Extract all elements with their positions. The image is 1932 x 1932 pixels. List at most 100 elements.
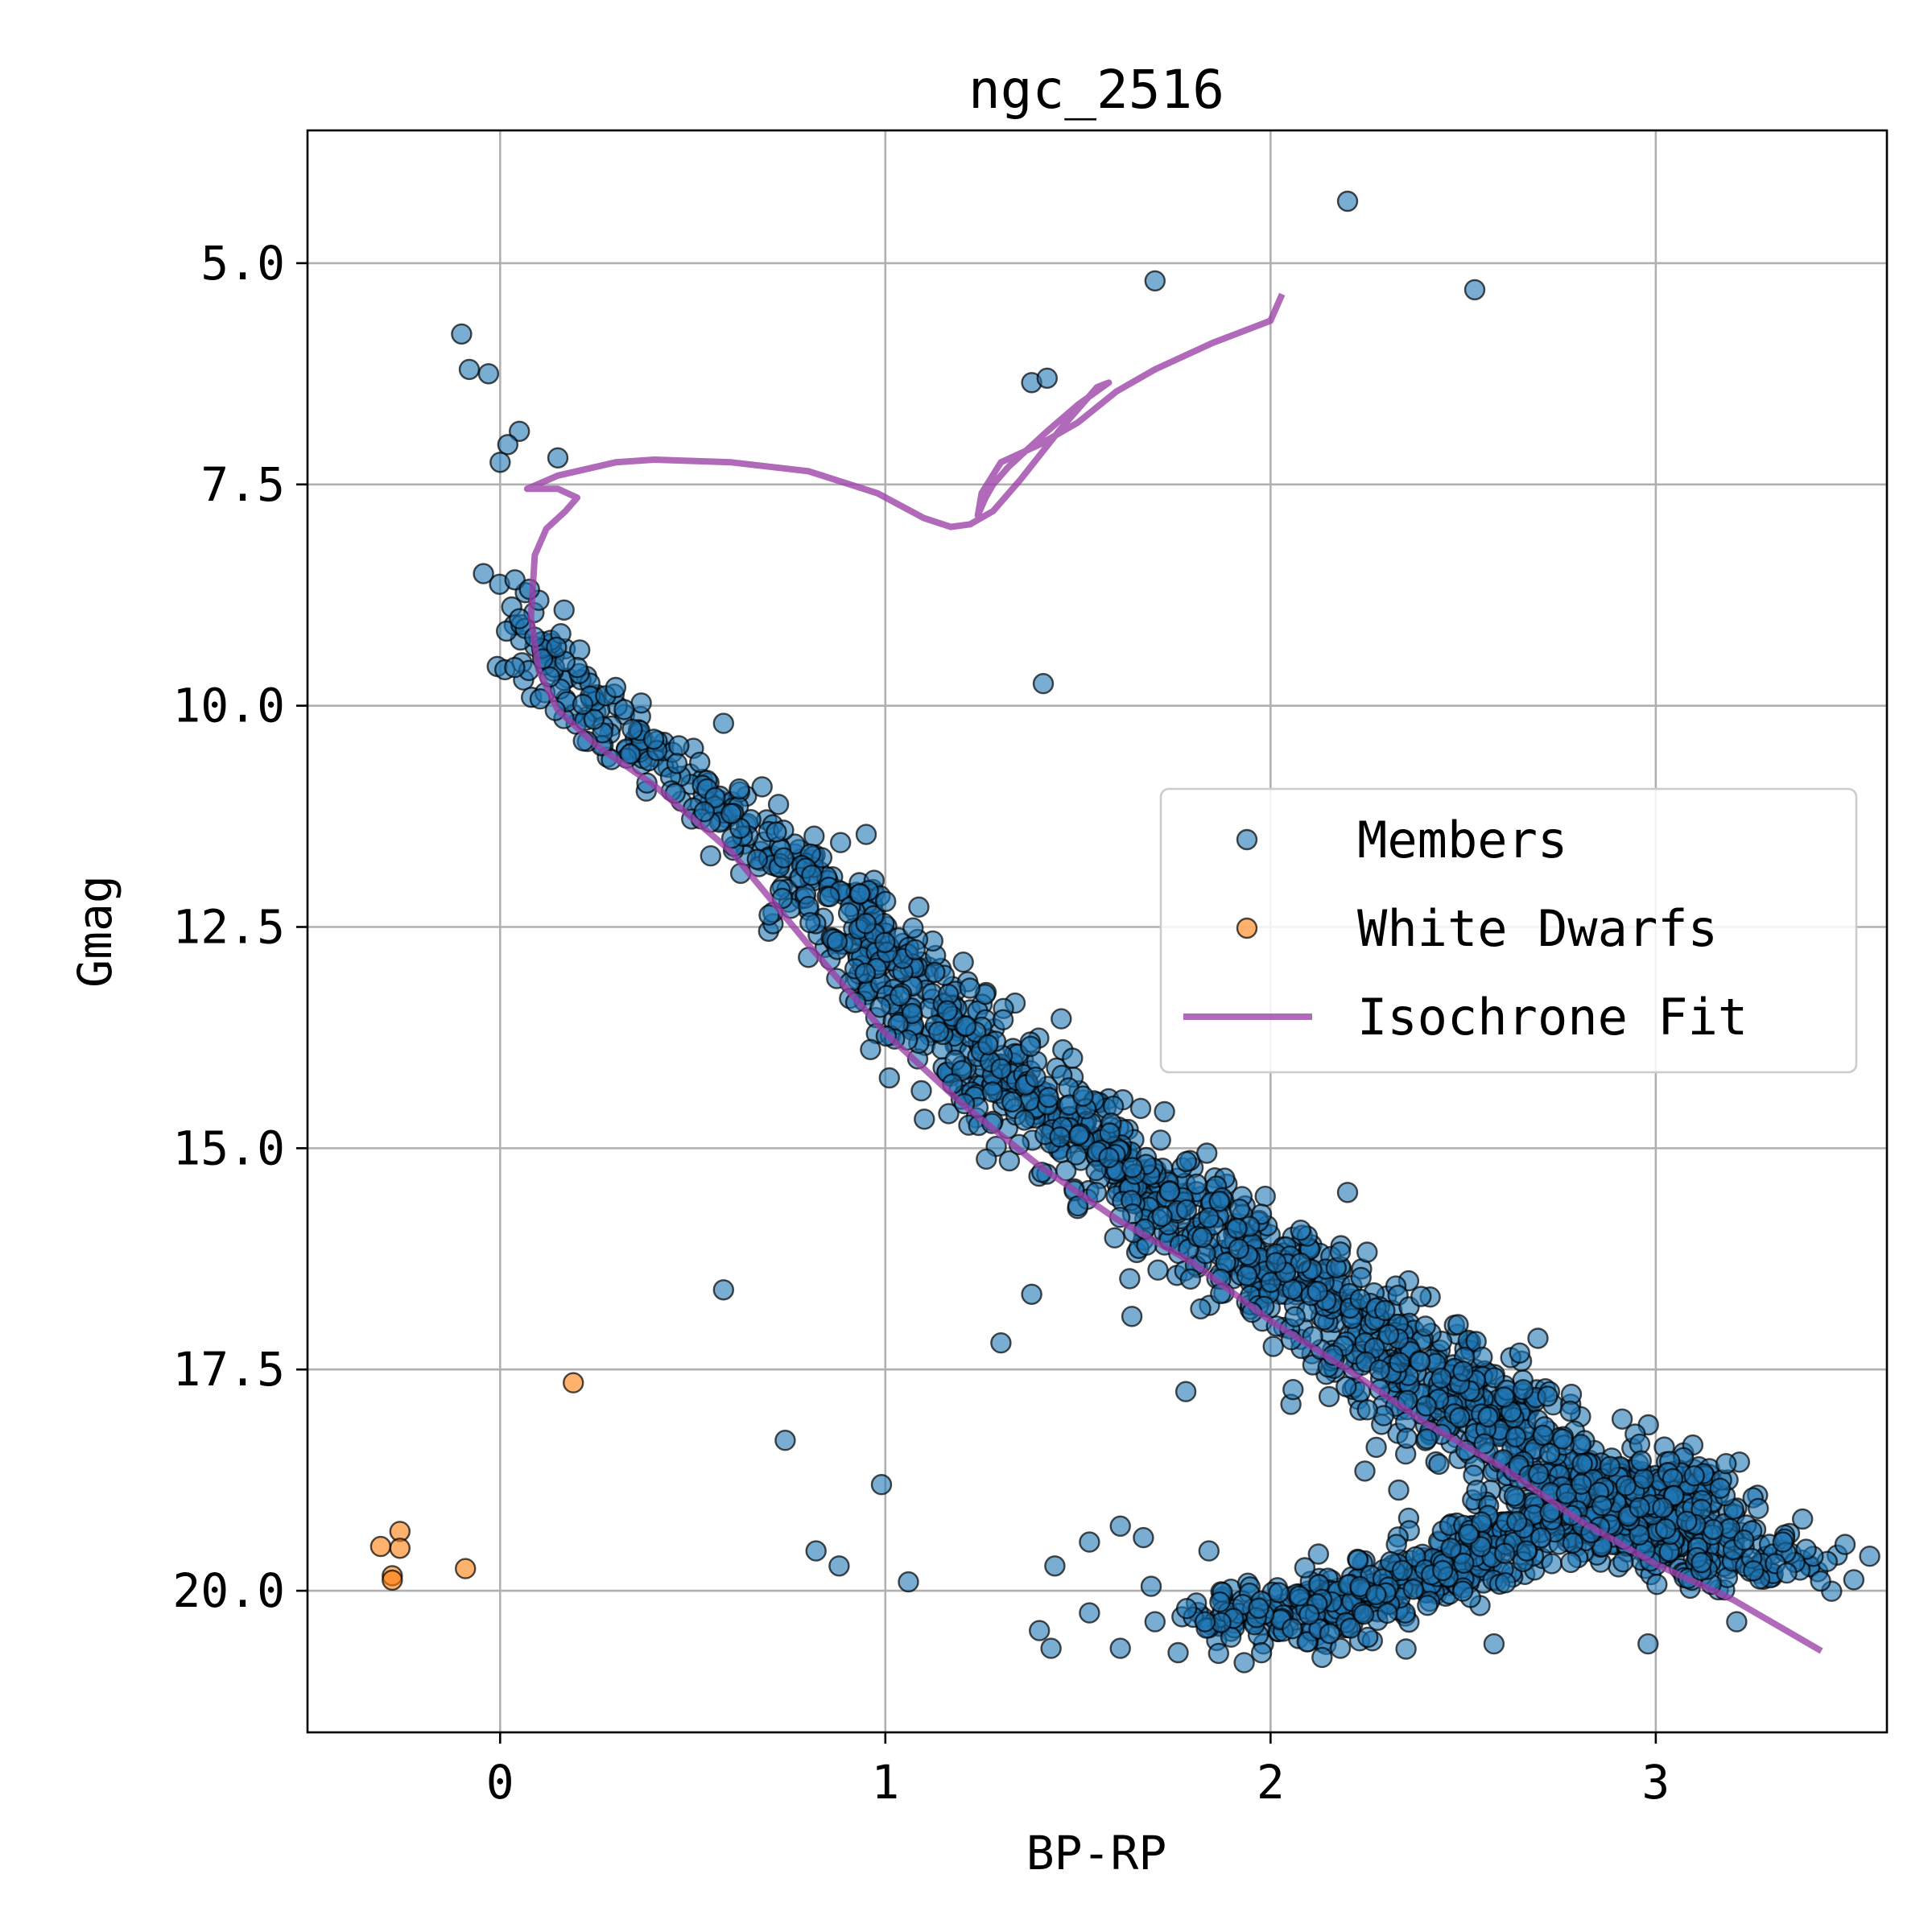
member-point <box>1151 1205 1173 1228</box>
member-point <box>914 1108 935 1130</box>
member-point <box>668 735 690 757</box>
member-point <box>1104 1227 1125 1249</box>
member-point <box>1395 1638 1417 1660</box>
member-point <box>849 883 871 905</box>
member-point <box>1191 1227 1213 1249</box>
member-point <box>642 729 665 750</box>
member-point <box>1637 1633 1659 1655</box>
member-point <box>1062 1047 1084 1069</box>
member-point <box>1416 1428 1438 1450</box>
member-point <box>1307 1280 1329 1302</box>
member-point <box>1019 1035 1042 1058</box>
member-point <box>546 636 568 658</box>
member-point <box>854 962 877 985</box>
member-point <box>1254 1185 1276 1208</box>
member-point <box>751 776 773 798</box>
member-point <box>729 778 750 800</box>
member-point <box>1028 1620 1051 1641</box>
member-point <box>1560 1551 1582 1574</box>
member-point <box>451 323 473 345</box>
member-point <box>509 420 530 442</box>
member-point <box>1451 1580 1474 1602</box>
member-point <box>1702 1518 1724 1541</box>
member-point <box>1150 1129 1171 1151</box>
member-point <box>1356 1241 1378 1263</box>
white-dwarf-point <box>369 1535 392 1558</box>
white-dwarf-points <box>369 1372 584 1591</box>
member-point <box>1559 1400 1581 1422</box>
member-point <box>1463 279 1486 301</box>
member-point <box>1415 1395 1437 1417</box>
isochrone-layer <box>523 292 1823 1654</box>
member-point <box>1859 1545 1880 1567</box>
member-point <box>1352 1604 1375 1625</box>
member-point <box>837 902 860 924</box>
member-point <box>1431 1559 1454 1582</box>
member-point <box>901 1002 923 1025</box>
x-tick-label: 3 <box>1641 1755 1670 1810</box>
member-point <box>1001 1091 1023 1113</box>
member-point <box>1483 1633 1505 1655</box>
plot-area <box>369 190 1880 1674</box>
member-point <box>1208 1642 1230 1665</box>
member-point <box>1494 1542 1516 1564</box>
member-point <box>1109 1637 1131 1659</box>
y-tick-label: 12.5 <box>172 900 285 955</box>
member-point <box>1676 1510 1698 1533</box>
member-point <box>1144 270 1166 292</box>
member-point <box>1290 1219 1311 1241</box>
member-point <box>693 801 715 823</box>
y-tick-label: 7.5 <box>200 457 285 512</box>
legend-white-dwarfs-label: White Dwarfs <box>1357 899 1718 958</box>
member-point <box>1072 1085 1094 1107</box>
member-point <box>924 961 946 984</box>
member-point <box>1250 1641 1273 1664</box>
member-point <box>1410 1286 1432 1307</box>
member-point <box>855 824 877 845</box>
member-point <box>1296 1631 1318 1653</box>
member-point <box>1175 1199 1198 1221</box>
member-point <box>1538 1443 1561 1464</box>
member-point <box>1025 1066 1046 1088</box>
member-point <box>458 358 481 381</box>
member-point <box>1791 1508 1814 1530</box>
member-point <box>1629 1524 1650 1546</box>
member-point <box>700 844 721 867</box>
member-point <box>1065 1144 1088 1166</box>
member-point <box>927 1021 950 1042</box>
member-point <box>1079 1531 1100 1553</box>
member-point <box>1611 1408 1633 1430</box>
member-point <box>1377 1602 1398 1624</box>
member-point <box>1068 1124 1090 1146</box>
member-point <box>1537 1385 1558 1407</box>
member-point <box>1190 1298 1212 1320</box>
member-point <box>904 939 927 961</box>
member-point <box>1133 1526 1154 1549</box>
member-point <box>1032 673 1055 695</box>
member-point <box>1493 1386 1515 1408</box>
member-point <box>1551 1428 1574 1450</box>
member-point <box>990 1331 1012 1354</box>
member-point <box>1307 1543 1330 1565</box>
member-point <box>1527 1327 1549 1349</box>
member-point <box>1140 1575 1162 1597</box>
member-point <box>1452 1360 1474 1382</box>
member-point <box>1013 1109 1035 1131</box>
member-point <box>1389 1352 1410 1373</box>
member-point <box>874 931 896 954</box>
member-point <box>1233 1652 1255 1674</box>
member-point <box>1471 1511 1492 1533</box>
member-point <box>489 452 511 473</box>
member-point <box>473 563 494 584</box>
member-point <box>1541 1553 1563 1575</box>
member-point <box>758 904 780 926</box>
member-point <box>1629 1496 1650 1519</box>
member-point <box>1733 1529 1755 1551</box>
member-point <box>1571 1453 1593 1475</box>
member-point <box>889 985 911 1007</box>
y-axis-label: Gmag <box>68 875 122 988</box>
member-point <box>1208 1190 1231 1212</box>
member-point <box>1494 1571 1517 1594</box>
member-point <box>874 890 897 913</box>
